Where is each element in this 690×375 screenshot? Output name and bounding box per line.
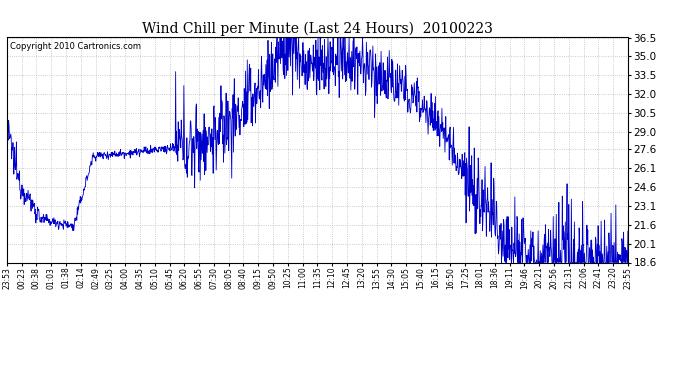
Title: Wind Chill per Minute (Last 24 Hours)  20100223: Wind Chill per Minute (Last 24 Hours) 20… xyxy=(142,22,493,36)
Text: Copyright 2010 Cartronics.com: Copyright 2010 Cartronics.com xyxy=(10,42,141,51)
